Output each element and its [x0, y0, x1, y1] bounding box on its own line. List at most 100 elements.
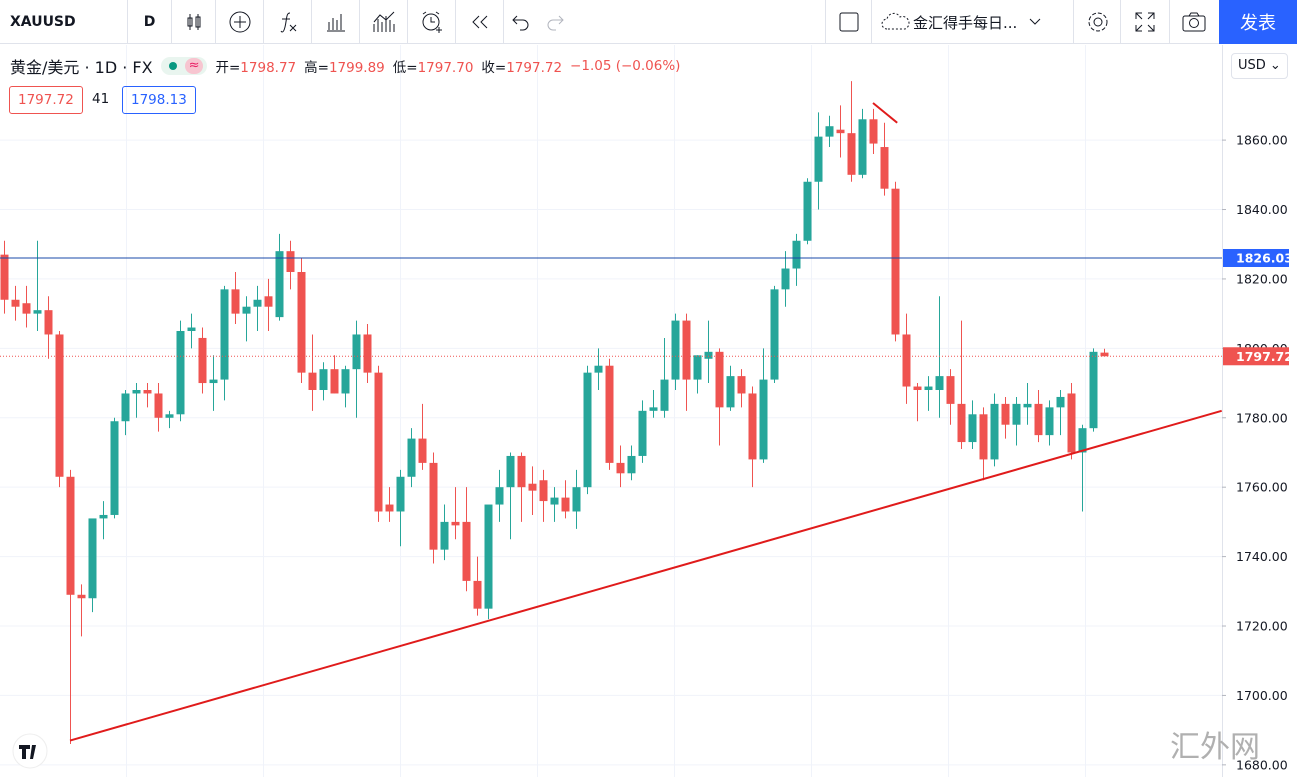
symbol-search[interactable]: XAUUSD [0, 0, 128, 44]
chevron [1029, 18, 1041, 25]
candle-body [22, 303, 31, 314]
candle-body [902, 334, 911, 387]
sell-button[interactable]: 1797.72 [9, 86, 83, 114]
layout-name[interactable]: 金汇得手每日... [913, 13, 1018, 32]
candle-body [143, 390, 152, 394]
ohlc-item: 高=1799.89 [304, 56, 385, 76]
ohlc-label: 开= [215, 60, 241, 76]
candle-body [583, 372, 592, 488]
candle-body [231, 289, 240, 314]
fullscreen-select[interactable] [825, 0, 872, 44]
candle-body [935, 376, 944, 391]
undo-button[interactable] [504, 0, 538, 44]
ohlc-value: 1798.77 [240, 60, 297, 76]
y-tick-label: 1700.00 [1236, 688, 1288, 703]
candle-body [748, 393, 757, 460]
candle-body [616, 462, 625, 474]
candle-body [594, 365, 603, 373]
publish-button[interactable]: 发表 [1219, 0, 1297, 44]
settings-button[interactable] [1075, 0, 1121, 44]
candle-body [550, 497, 559, 505]
ohlc-value: 1797.72 [506, 60, 563, 76]
candle-body [814, 136, 823, 182]
candle-body [528, 483, 537, 491]
candle-body [682, 320, 691, 380]
price-axis: 1680.00 1700.00 1720.00 1740.00 1760.00 1780.… [1222, 133, 1293, 772]
templates-button[interactable] [360, 0, 408, 44]
icon [512, 15, 529, 30]
buy-button[interactable]: 1798.13 [122, 86, 196, 114]
candle-body [121, 393, 130, 422]
candle-body [308, 372, 317, 391]
candle-body [1100, 352, 1109, 357]
candle-body [957, 403, 966, 443]
alert-button[interactable] [408, 0, 456, 44]
candle-body [396, 476, 405, 512]
candle-body [77, 594, 86, 599]
candle-body [275, 251, 284, 318]
candle-body [220, 289, 229, 380]
interval[interactable]: D [128, 0, 172, 44]
candle-body [627, 455, 636, 474]
interval-label[interactable]: D [143, 13, 156, 30]
spread: 41 [88, 86, 113, 112]
bid[interactable]: 1797.72 [18, 92, 74, 108]
candle-body [341, 369, 350, 394]
candle-body [418, 438, 427, 463]
candle-body [176, 330, 185, 415]
icon [187, 13, 200, 30]
icon [1182, 12, 1206, 32]
spread-value: 41 [92, 91, 110, 107]
candle-body [913, 386, 922, 391]
currency-select[interactable]: USD ⌄ [1231, 53, 1288, 79]
candle-body [484, 504, 493, 609]
symbol[interactable]: XAUUSD [10, 13, 76, 30]
layout-menu[interactable]: 金汇得手每日... [871, 0, 1074, 44]
status-badges[interactable]: ≈ [160, 57, 208, 75]
candle-body [165, 414, 174, 418]
replay-button[interactable] [456, 0, 504, 44]
candle-body [638, 410, 647, 456]
publish-label[interactable]: 发表 [1240, 13, 1276, 34]
candle-body [1089, 351, 1098, 429]
icon [1135, 12, 1155, 32]
financials-button[interactable] [312, 0, 360, 44]
candle-body [990, 403, 999, 460]
snapshot-button[interactable] [1170, 0, 1218, 44]
candle-body [506, 455, 515, 488]
indicators-button[interactable] [264, 0, 312, 44]
plot-area [0, 81, 1222, 745]
candle-body [286, 251, 295, 272]
icon [839, 12, 858, 32]
y-tick-label: 1820.00 [1236, 271, 1288, 286]
fullscreen-button[interactable] [1121, 0, 1170, 44]
tv-logo[interactable] [12, 733, 48, 769]
icon [373, 11, 394, 32]
y-tick-label: 1860.00 [1236, 133, 1288, 148]
candle-body [495, 487, 504, 505]
ohlc-label: 高= [304, 60, 329, 76]
candle-body [99, 514, 108, 519]
candle-body [660, 379, 669, 411]
candle-body [319, 369, 328, 391]
ask[interactable]: 1798.13 [131, 92, 187, 108]
candle-body [781, 268, 790, 290]
ohlc-value: 1797.70 [417, 60, 474, 76]
ohlc-label: 收= [481, 60, 507, 76]
candle-body [1034, 403, 1043, 436]
chart-type-button[interactable] [172, 0, 216, 44]
currency[interactable]: USD [1238, 58, 1266, 73]
candle-body [539, 480, 548, 502]
candle-body [891, 188, 900, 335]
compare-button[interactable] [216, 0, 264, 44]
hline-label-bg [1223, 249, 1289, 268]
candle-body [792, 240, 801, 269]
candle-body [297, 271, 306, 373]
redo-button[interactable] [538, 0, 572, 44]
candle-body [1001, 403, 1010, 425]
hline-label: 1826.03 [1236, 251, 1293, 266]
candle-body [770, 289, 779, 380]
candle-body [715, 351, 724, 408]
candle-body [374, 372, 383, 512]
